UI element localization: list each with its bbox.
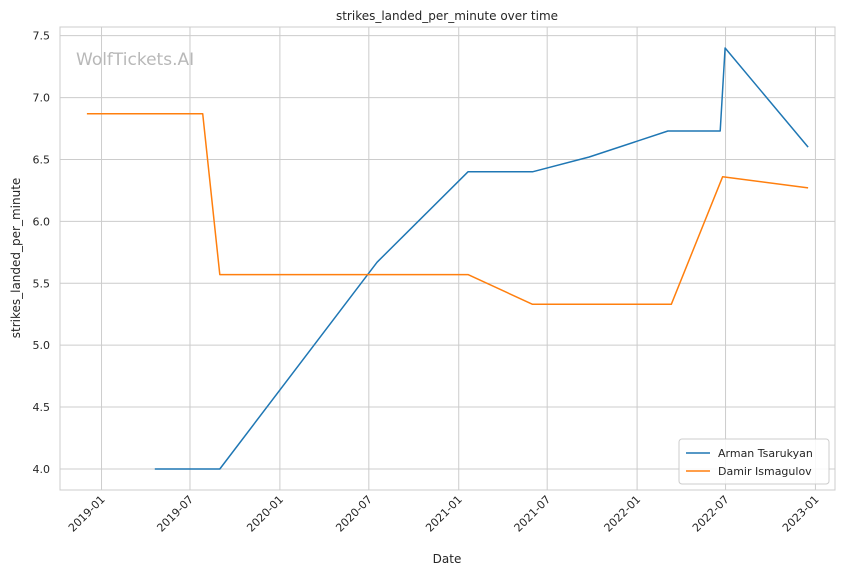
x-axis-title: Date [433,552,462,566]
x-tick-label: 2019-01 [66,493,108,535]
legend-label-arman-tsarukyan: Arman Tsarukyan [718,447,813,460]
legend-label-damir-ismagulov: Damir Ismagulov [718,465,812,478]
x-tick-label: 2022-01 [602,493,644,535]
x-tick-label: 2021-07 [512,493,554,535]
x-tick-label: 2020-01 [244,493,286,535]
series-line-arman-tsarukyan [154,47,809,470]
x-tick-label: 2023-01 [780,493,822,535]
y-axis-ticks: 4.0 4.5 5.0 5.5 6.0 6.5 7.0 7.5 [33,30,51,476]
x-tick-label: 2020-07 [333,493,375,535]
y-tick-label: 4.0 [33,463,51,476]
y-tick-label: 4.5 [33,401,51,414]
series-line-damir-ismagulov [86,112,809,306]
x-axis-ticks: 2019-01 2019-07 2020-01 2020-07 2021-01 2021-… [66,493,822,535]
x-tick-label: 2021-01 [423,493,465,535]
y-tick-label: 6.0 [33,215,51,228]
y-tick-label: 5.5 [33,277,51,290]
y-axis-title: strikes_landed_per_minute [9,178,23,339]
plot-area-border [59,26,836,491]
y-tick-label: 7.0 [33,92,51,105]
series-layer [86,47,809,470]
x-tick-label: 2019-07 [154,493,196,535]
chart-title: strikes_landed_per_minute over time [336,9,558,23]
grid [60,27,835,490]
y-tick-label: 6.5 [33,153,51,166]
legend: Arman Tsarukyan Damir Ismagulov [678,438,830,485]
watermark-text: WolfTickets.AI [76,50,194,70]
y-tick-label: 7.5 [33,30,51,43]
legend-box [678,438,830,485]
y-tick-label: 5.0 [33,339,51,352]
x-tick-label: 2022-07 [690,493,732,535]
